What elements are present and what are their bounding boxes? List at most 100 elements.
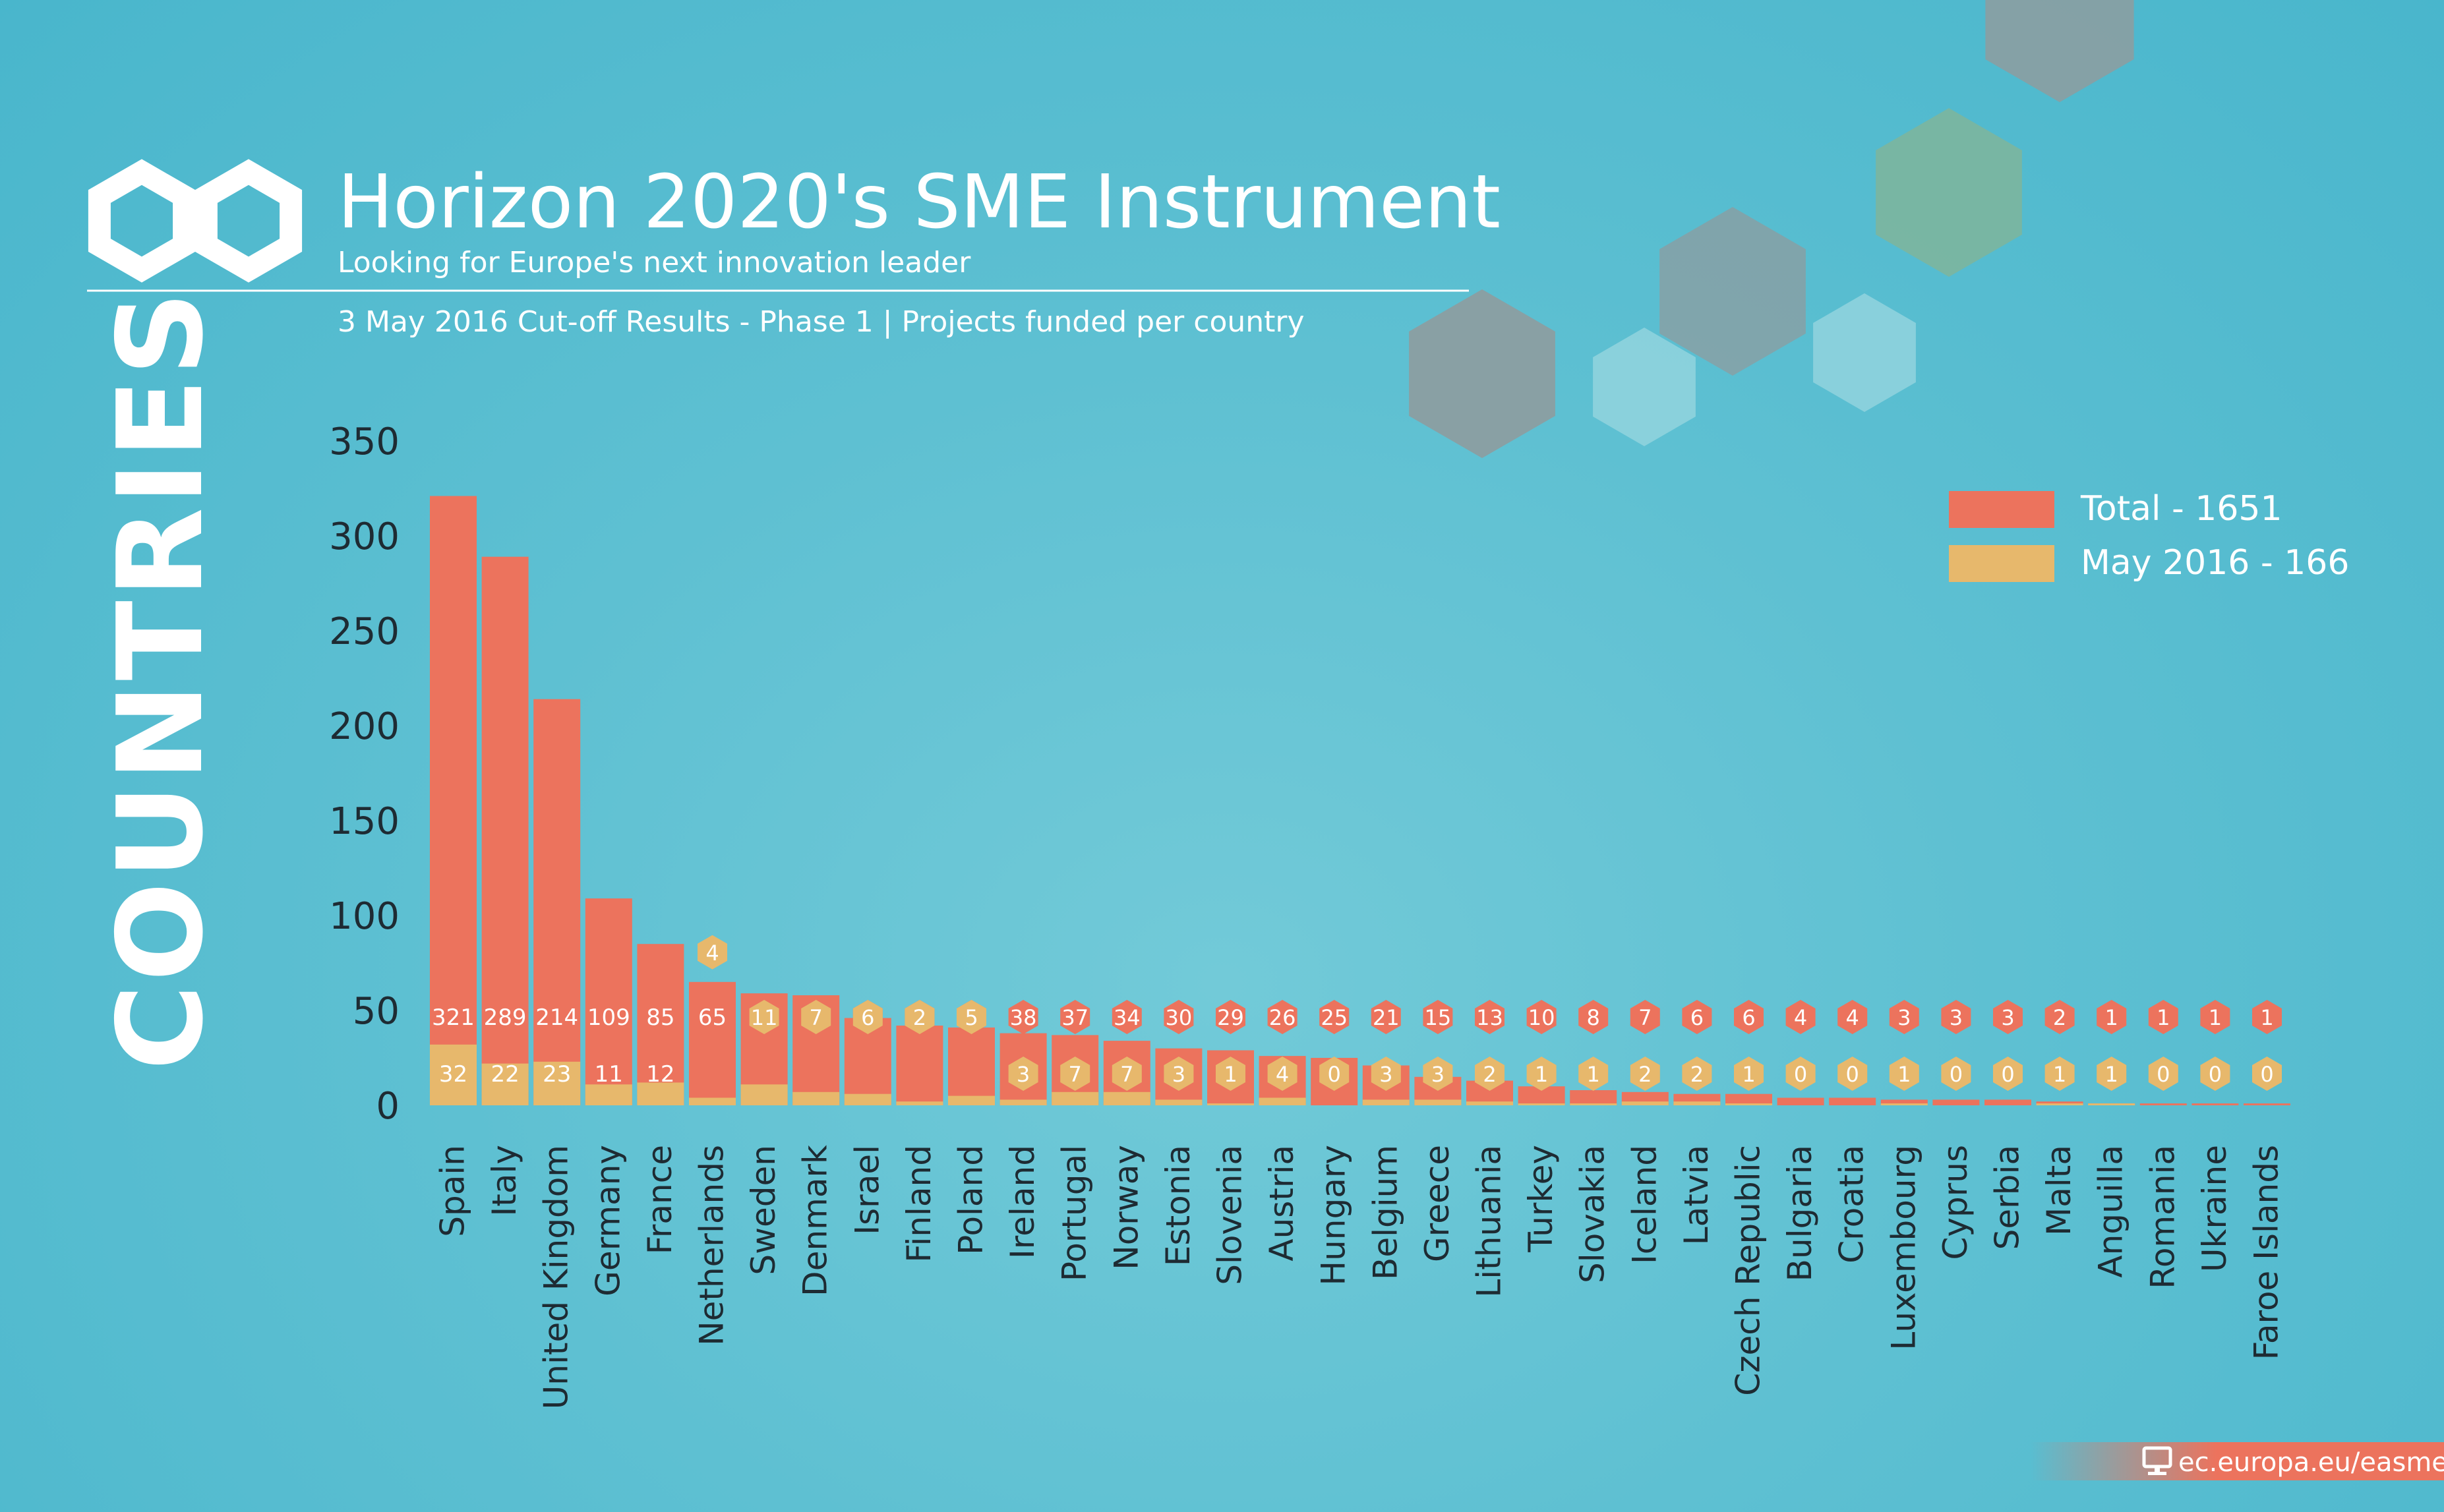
- may-value-hexagon: [1060, 1057, 1090, 1091]
- may-value-hexagon: [2252, 1057, 2282, 1091]
- bar-may-4: [637, 1082, 684, 1105]
- may-value-hexagon: [1993, 1057, 2023, 1091]
- total-value-label: 321: [432, 1004, 475, 1031]
- total-value-label: 109: [587, 1004, 630, 1031]
- category-label: Italy: [485, 1145, 523, 1216]
- total-value-hexagon: [1319, 1000, 1350, 1034]
- may-value-hexagon: [1785, 1057, 1816, 1091]
- may-value-hexagon: [1164, 1057, 1194, 1091]
- footer-url-link[interactable]: ec.europa.eu/easme/: [2178, 1447, 2444, 1478]
- category-label: Serbia: [1988, 1145, 2027, 1250]
- may-value-hexagon: [1889, 1057, 1919, 1091]
- total-value-label: 1: [2209, 1005, 2222, 1030]
- may-value-hexagon: [905, 1000, 935, 1034]
- bar-may-24: [1673, 1101, 1721, 1105]
- total-value-hexagon: [1734, 1000, 1764, 1034]
- total-value-hexagon: [1008, 1000, 1038, 1034]
- total-value-label: 1: [2157, 1005, 2170, 1030]
- bar-total-0: [430, 496, 477, 1105]
- page-subtitle: Looking for Europe's next innovation lea…: [338, 246, 971, 279]
- bar-may-18: [1362, 1099, 1410, 1105]
- y-tick-label: 200: [329, 705, 400, 748]
- category-label: Belgium: [1366, 1145, 1404, 1280]
- may-value-label: 1: [2053, 1062, 2066, 1087]
- may-value-hexagon: [1112, 1057, 1142, 1091]
- category-label: Bulgaria: [1781, 1145, 1819, 1281]
- category-label: Ireland: [1003, 1145, 1042, 1259]
- bar-may-28: [1880, 1103, 1928, 1105]
- category-label: Poland: [952, 1145, 990, 1255]
- bar-total-25: [1725, 1093, 1772, 1105]
- total-value-label: 37: [1061, 1005, 1088, 1030]
- chart-caption: 3 May 2016 Cut-off Results - Phase 1 | P…: [338, 305, 1305, 339]
- total-value-label: 1: [2105, 1005, 2118, 1030]
- bar-may-5: [689, 1097, 736, 1105]
- bar-total-2: [533, 699, 581, 1105]
- total-value-hexagon: [2044, 1000, 2075, 1034]
- may-value-label: 6: [861, 1005, 874, 1030]
- total-value-hexagon: [2148, 1000, 2178, 1034]
- may-value-label: 3: [1017, 1062, 1030, 1087]
- category-label: Czech Republic: [1729, 1145, 1768, 1396]
- total-value-hexagon: [1267, 1000, 1297, 1034]
- total-value-label: 214: [535, 1004, 578, 1031]
- may-value-hexagon: [801, 1000, 831, 1034]
- may-value-hexagon: [1630, 1057, 1660, 1091]
- bar-total-5: [689, 981, 736, 1105]
- may-value-label: 0: [2001, 1062, 2014, 1087]
- category-label: Finland: [900, 1145, 938, 1263]
- may-value-label: 2: [1638, 1062, 1652, 1087]
- category-label: Netherlands: [693, 1145, 731, 1346]
- may-value-label: 1: [1535, 1062, 1548, 1087]
- may-value-hexagon: [2148, 1057, 2178, 1091]
- total-value-label: 3: [1950, 1005, 1963, 1030]
- category-label: Lithuania: [1470, 1145, 1508, 1298]
- hexagon-light-right: [1813, 293, 1916, 412]
- y-tick-label: 50: [353, 990, 400, 1033]
- total-value-hexagon: [1682, 1000, 1712, 1034]
- total-value-hexagon: [1785, 1000, 1816, 1034]
- may-value-label: 2: [913, 1005, 926, 1030]
- may-value-label: 7: [810, 1005, 823, 1030]
- bar-may-19: [1414, 1099, 1462, 1105]
- total-value-hexagon: [1475, 1000, 1505, 1034]
- bar-may-12: [1052, 1091, 1099, 1105]
- may-value-hexagon: [1423, 1057, 1453, 1091]
- category-label: Greece: [1418, 1145, 1456, 1262]
- total-value-label: 3: [2001, 1005, 2014, 1030]
- may-value-label: 2: [1483, 1062, 1496, 1087]
- bar-may-31: [2036, 1103, 2083, 1105]
- category-label: Cyprus: [1936, 1145, 1975, 1260]
- category-label: France: [641, 1145, 679, 1254]
- may-value-label: 3: [1172, 1062, 1185, 1087]
- total-value-label: 85: [646, 1004, 674, 1031]
- bar-may-10: [948, 1095, 995, 1105]
- bar-total-4: [637, 944, 684, 1105]
- total-value-hexagon: [1889, 1000, 1919, 1034]
- category-label: Romania: [2143, 1145, 2182, 1289]
- may-value-label: 0: [1794, 1062, 1807, 1087]
- bar-may-15: [1207, 1103, 1254, 1105]
- category-label: Faroe Islands: [2248, 1145, 2286, 1360]
- total-value-hexagon: [1993, 1000, 2023, 1034]
- total-value-hexagon: [1164, 1000, 1194, 1034]
- hexagon-gray-middle: [1659, 207, 1806, 376]
- may-value-label: 5: [965, 1005, 978, 1030]
- may-value-label: 3: [1379, 1062, 1392, 1087]
- category-label: Israel: [848, 1145, 886, 1235]
- total-value-hexagon: [2252, 1000, 2282, 1034]
- may-value-hexagon: [1682, 1057, 1712, 1091]
- may-value-label: 1: [2105, 1062, 2118, 1087]
- may-value-label: 0: [2157, 1062, 2170, 1087]
- total-value-label: 6: [1742, 1005, 1755, 1030]
- bar-may-7: [792, 1091, 840, 1105]
- bar-may-16: [1259, 1097, 1306, 1105]
- legend-label-1: May 2016 - 166: [2081, 543, 2349, 583]
- legend-swatch-1: [1949, 545, 2054, 582]
- may-value-label: 3: [1431, 1062, 1445, 1087]
- may-value-hexagon: [957, 1000, 986, 1034]
- may-value-hexagon: [1837, 1057, 1868, 1091]
- total-value-label: 15: [1425, 1005, 1452, 1030]
- bar-total-35: [2244, 1103, 2290, 1105]
